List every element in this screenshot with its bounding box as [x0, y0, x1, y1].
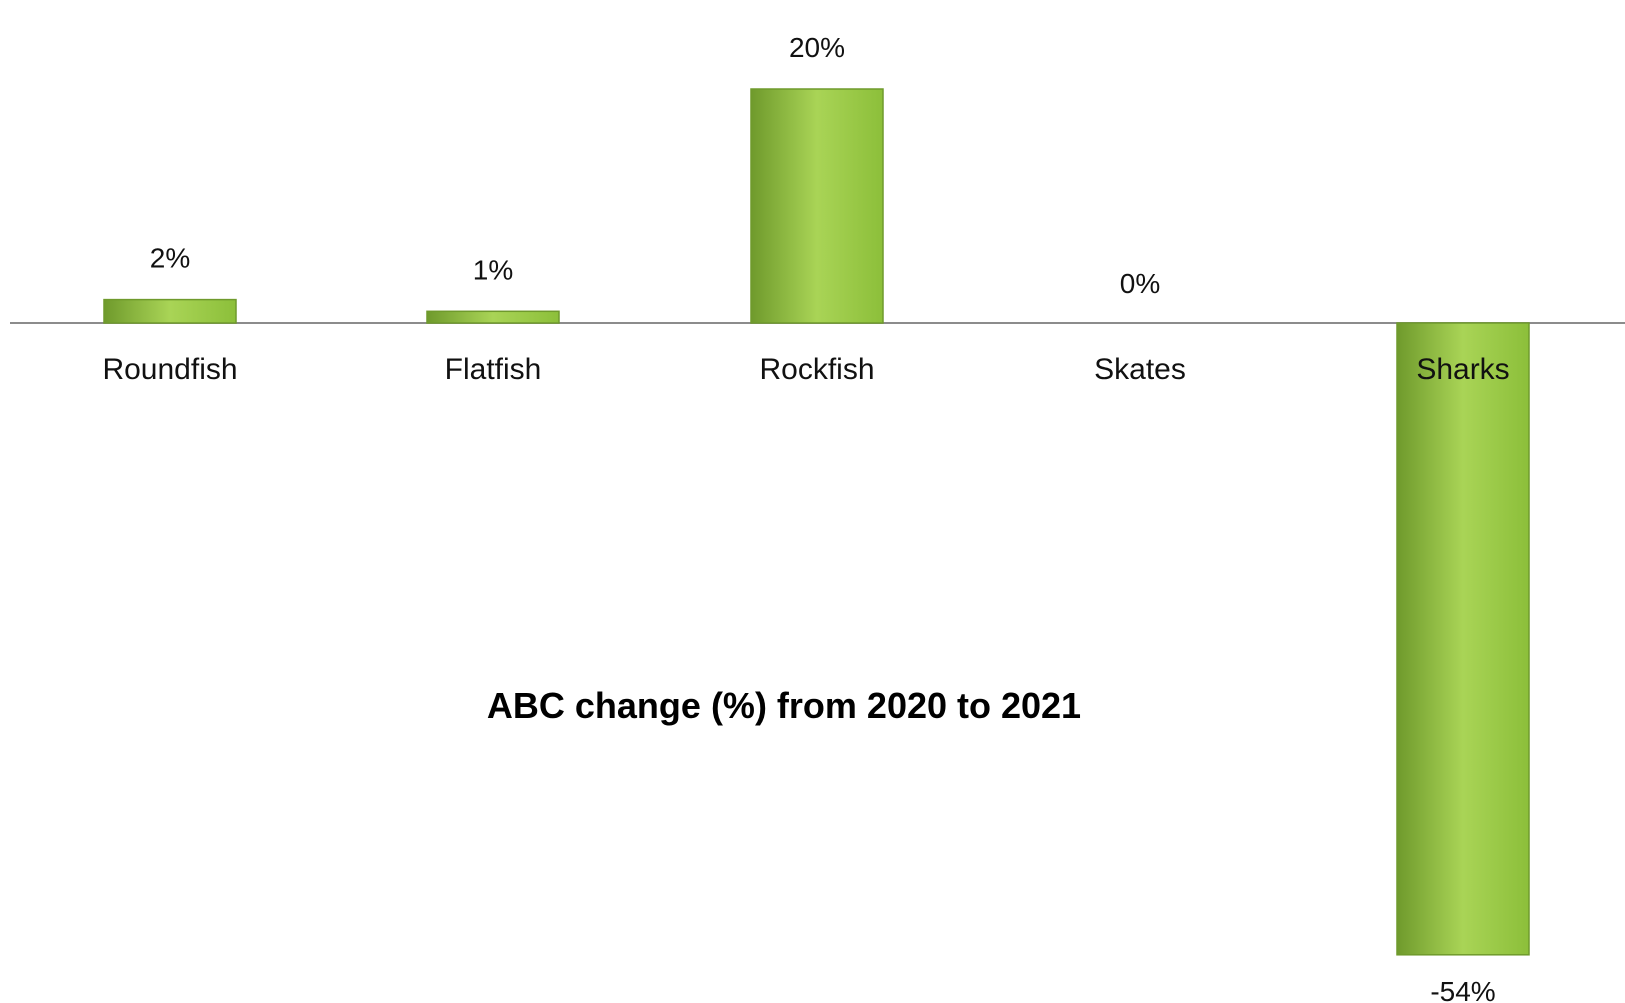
- bars-layer: [103, 88, 1530, 956]
- chart-title: ABC change (%) from 2020 to 2021: [487, 685, 1081, 726]
- data-label: 2%: [150, 243, 190, 274]
- category-label: Sharks: [1416, 353, 1509, 386]
- bar-rockfish: [750, 88, 884, 324]
- category-label: Roundfish: [102, 353, 237, 386]
- data-label: -54%: [1430, 976, 1495, 1003]
- data-label: 0%: [1120, 268, 1160, 299]
- category-label: Flatfish: [445, 353, 542, 386]
- labels-layer: Roundfish 2% Flatfish 1% Rockfish 20% Skates 0%…: [102, 32, 1509, 1003]
- category-label: Skates: [1094, 353, 1186, 386]
- bar-flatfish: [426, 310, 560, 324]
- data-label: 20%: [789, 32, 845, 63]
- category-label: Rockfish: [759, 353, 874, 386]
- data-label: 1%: [473, 254, 513, 285]
- bar-roundfish: [103, 298, 237, 324]
- bar-sharks: [1396, 322, 1530, 956]
